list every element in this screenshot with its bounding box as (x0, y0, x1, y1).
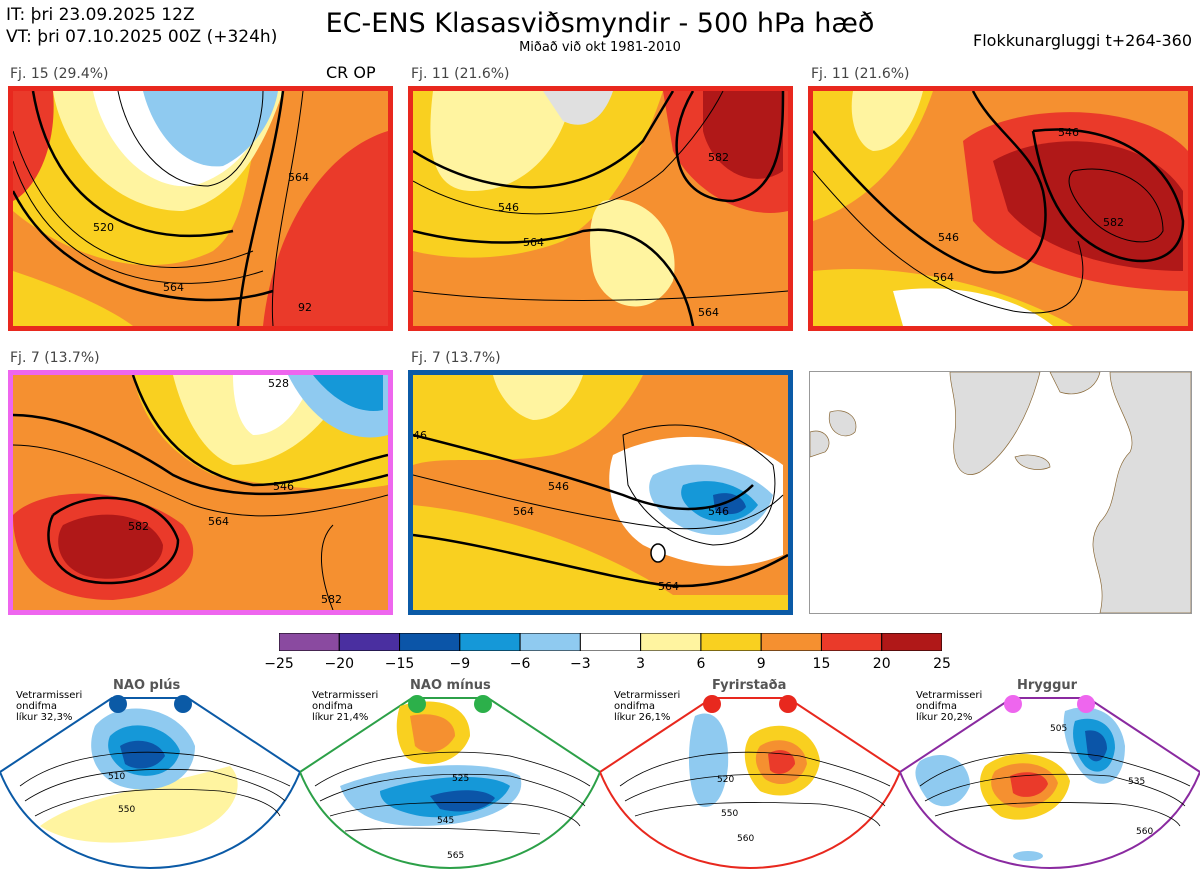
panel-2-label: Fj. 11 (21.6%) (411, 66, 510, 82)
contour-label: 520 (93, 221, 114, 234)
regime-title: Hryggur (1017, 678, 1078, 693)
contour-label: 564 (288, 171, 309, 184)
cluster-map-5: 546 564 564 546 46 (408, 370, 793, 615)
regime-dot (1004, 695, 1022, 713)
cluster-map-3: 546 546 582 564 (808, 86, 1193, 331)
contour-label: 582 (708, 151, 729, 164)
classification-window: Flokkunargluggi t+264-360 (973, 31, 1192, 50)
contour-label: 505 (1050, 724, 1067, 734)
panel-5-label: Fj. 7 (13.7%) (411, 350, 501, 366)
regime-dot (408, 695, 426, 713)
regime-dot (174, 695, 192, 713)
regime-title: Fyrirstaða (712, 678, 787, 693)
cluster-map-2: 546 564 582 564 (408, 86, 793, 331)
colorbar-swatch (519, 632, 581, 652)
regime-ridge: 505 535 560 Hryggur Vetrarmisseri ondifma… (898, 676, 1200, 871)
colorbar-tick-label: −25 (264, 656, 294, 672)
contour-label: 564 (208, 515, 229, 528)
panel-4-label: Fj. 7 (13.7%) (10, 350, 100, 366)
contour-label: 565 (447, 851, 464, 861)
panel-1-label: Fj. 15 (29.4%) (10, 66, 109, 82)
contour-label: 582 (321, 593, 342, 606)
colorbar-swatch (640, 632, 702, 652)
regime-note: Vetrarmisseri ondifma líkur 26,1% (614, 690, 681, 723)
cluster-map-1: 520 92 564 564 (8, 86, 393, 331)
colorbar-tick-label: −3 (570, 656, 591, 672)
regime-dot (109, 695, 127, 713)
regime-note: Vetrarmisseri ondifma líkur 20,2% (916, 690, 983, 723)
contour-label: 546 (498, 201, 519, 214)
contour-label: 546 (273, 480, 294, 493)
colorbar-swatch (579, 632, 642, 652)
regime-note: Vetrarmisseri ondifma líkur 21,4% (312, 690, 379, 723)
colorbar-tick-label: 6 (696, 656, 706, 672)
header-info: IT: þri 23.09.2025 12Z VT: þri 07.10.202… (6, 4, 277, 48)
colorbar-swatch (278, 632, 340, 652)
contour-label: 550 (721, 809, 738, 819)
colorbar-swatches (278, 632, 943, 652)
contour-label: 546 (1058, 126, 1079, 139)
contour-label: 520 (717, 775, 734, 785)
contour-label: 560 (737, 834, 754, 844)
cluster-map-4: 564 546 582 528 582 (8, 370, 393, 615)
colorbar-tick-label: 25 (933, 656, 951, 672)
contour-label: 535 (1128, 777, 1145, 787)
regime-dot (474, 695, 492, 713)
regime-title: NAO plús (113, 678, 181, 693)
regime-nao-plus: 510 550 NAO plús Vetrarmisseri ondifma lík… (0, 676, 302, 871)
contour-line-1a (31, 91, 234, 238)
initial-time: IT: þri 23.09.2025 12Z (6, 5, 195, 25)
contour-label: 564 (658, 580, 679, 593)
regime-nao-minus: 525 545 565 NAO mínus Vetrarmisseri ondif… (298, 676, 602, 871)
contour-label: 92 (298, 301, 312, 314)
colorbar-swatch (459, 632, 521, 652)
contour-label: 46 (413, 429, 427, 442)
contour-label: 564 (933, 271, 954, 284)
contour-label: 546 (708, 505, 729, 518)
contour-label: 528 (268, 377, 289, 390)
colorbar-tick-label: 15 (812, 656, 831, 672)
page-subtitle: Miðað við okt 1981-2010 (519, 40, 681, 55)
colorbar-tick-label: −6 (509, 656, 531, 672)
contour-label: 510 (108, 772, 125, 782)
contour-label: 546 (938, 231, 959, 244)
colorbar-swatch (700, 632, 762, 652)
colorbar-swatch (399, 632, 461, 652)
regime-blocking: 520 550 560 Fyrirstaða Vetrarmisseri ondi… (598, 676, 902, 871)
contour-label: 560 (1136, 827, 1153, 837)
regime-dot (1077, 695, 1095, 713)
panel-3-label: Fj. 11 (21.6%) (811, 66, 910, 82)
colorbar-tick-label: 9 (756, 656, 766, 672)
colorbar-tick-label: 20 (872, 656, 891, 672)
colorbar-swatch (760, 632, 822, 652)
colorbar-swatch (338, 632, 401, 652)
regime-dot (703, 695, 721, 713)
contour-label: 550 (118, 805, 135, 815)
contour-label: 564 (523, 236, 544, 249)
colorbar-tick-label: −20 (324, 656, 355, 672)
contour-label: 545 (437, 816, 454, 826)
contour-label: 564 (513, 505, 534, 518)
colorbar-tick-label: −9 (449, 656, 471, 672)
page-title: EC-ENS Klasasviðsmyndir - 500 hPa hæð (325, 8, 875, 39)
contour-label: 546 (548, 480, 569, 493)
panel-1-crop-label: CR OP (326, 63, 376, 82)
colorbar-tick-label: 3 (636, 656, 646, 672)
colorbar (278, 632, 943, 652)
regime-note: Vetrarmisseri ondifma líkur 32,3% (16, 690, 83, 723)
colorbar-swatch (820, 632, 883, 652)
colorbar-swatch (881, 632, 943, 652)
valid-time: VT: þri 07.10.2025 00Z (+324h) (6, 27, 278, 47)
regime-title: NAO mínus (410, 678, 491, 693)
contour-label: 564 (698, 306, 719, 319)
contour-label: 525 (452, 774, 469, 784)
contour-label: 582 (128, 520, 149, 533)
contour-label: 564 (163, 281, 184, 294)
land-mask-map (809, 371, 1192, 614)
contour-label: 582 (1103, 216, 1124, 229)
regime-dot (779, 695, 797, 713)
colorbar-tick-label: −15 (384, 656, 415, 672)
